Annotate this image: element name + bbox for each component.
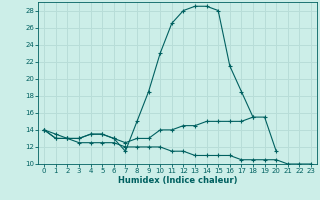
X-axis label: Humidex (Indice chaleur): Humidex (Indice chaleur) [118,176,237,185]
